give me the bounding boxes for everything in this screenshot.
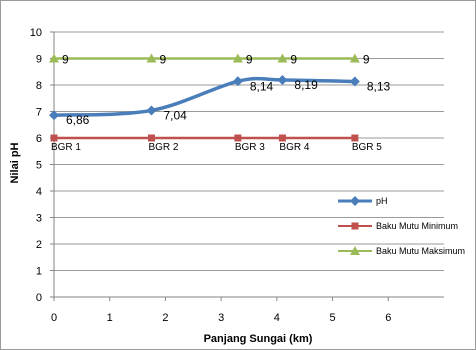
x-tick-label: 3 (218, 312, 224, 324)
maximum-marker (232, 53, 243, 63)
station-labels: BGR 1 BGR 2 BGR 3 BGR 4 BGR 5 (51, 142, 382, 153)
maximum-marker (350, 246, 360, 255)
ph-marker (232, 76, 243, 87)
legend-label: Baku Mutu Maksimum (376, 246, 465, 256)
maximum-marker (277, 53, 288, 63)
x-tick-label: 6 (385, 312, 391, 324)
y-tick-label: 4 (36, 186, 42, 198)
axes (50, 31, 444, 301)
y-tick-label: 8 (36, 80, 42, 92)
minimum-marker (278, 134, 286, 142)
station-label: BGR 4 (279, 142, 309, 153)
x-tick-label: 1 (107, 312, 113, 324)
legend-label: pH (376, 196, 388, 206)
station-label: BGR 2 (148, 142, 178, 153)
station-label: BGR 1 (51, 142, 81, 153)
ph-marker (49, 110, 59, 121)
x-axis-label: Panjang Sungai (km) (204, 333, 313, 345)
ph-marker (349, 76, 360, 87)
x-tick-label: 2 (162, 312, 168, 324)
station-label: BGR 3 (235, 142, 265, 153)
x-tick-labels: 0 1 2 3 4 5 6 (51, 312, 391, 324)
ph-data-label: 7,04 (164, 108, 188, 122)
y-tick-label: 2 (36, 239, 42, 251)
ph-marker (277, 74, 288, 85)
y-tick-labels: 0 1 2 3 4 5 6 7 8 9 10 (30, 27, 42, 304)
ph-data-label: 8,14 (250, 79, 274, 93)
maximum-data-label: 9 (363, 53, 370, 67)
ph-data-label: 8,19 (294, 78, 318, 92)
y-tick-label: 9 (36, 54, 42, 66)
minimum-marker (50, 134, 58, 142)
y-tick-label: 6 (36, 133, 42, 145)
y-tick-label: 3 (36, 213, 42, 225)
y-tick-label: 5 (36, 160, 42, 172)
ph-marker (350, 196, 360, 206)
minimum-marker (148, 134, 155, 142)
station-label: BGR 5 (352, 142, 382, 153)
maximum-data-label: 9 (290, 53, 297, 67)
ph-data-label: 6,86 (66, 113, 90, 127)
ph-marker (146, 105, 157, 116)
y-tick-label: 1 (36, 266, 42, 278)
ph-data-label: 8,13 (367, 80, 391, 94)
series-layer (49, 53, 360, 142)
maximum-data-label: 9 (160, 53, 167, 67)
data-labels: 6,86 7,04 8,14 8,19 8,13 9 9 9 9 9 (62, 53, 391, 128)
y-tick-label: 7 (36, 107, 42, 119)
legend-label: Baku Mutu Minimum (376, 221, 458, 231)
x-tick-label: 0 (51, 312, 57, 324)
maximum-data-label: 9 (62, 53, 69, 67)
legend: pH Baku Mutu Minimum Baku Mutu Maksimum (338, 196, 465, 256)
maximum-marker (49, 53, 59, 63)
maximum-marker (349, 53, 360, 63)
maximum-data-label: 9 (246, 53, 253, 67)
minimum-marker (351, 134, 359, 142)
y-tick-label: 10 (30, 27, 42, 39)
y-axis-label: Nilai pH (9, 142, 21, 183)
x-tick-label: 5 (330, 312, 336, 324)
x-tick-label: 4 (274, 312, 280, 324)
minimum-marker (234, 134, 242, 142)
y-tick-label: 0 (36, 292, 42, 304)
minimum-marker (351, 222, 359, 230)
maximum-marker (146, 53, 157, 63)
